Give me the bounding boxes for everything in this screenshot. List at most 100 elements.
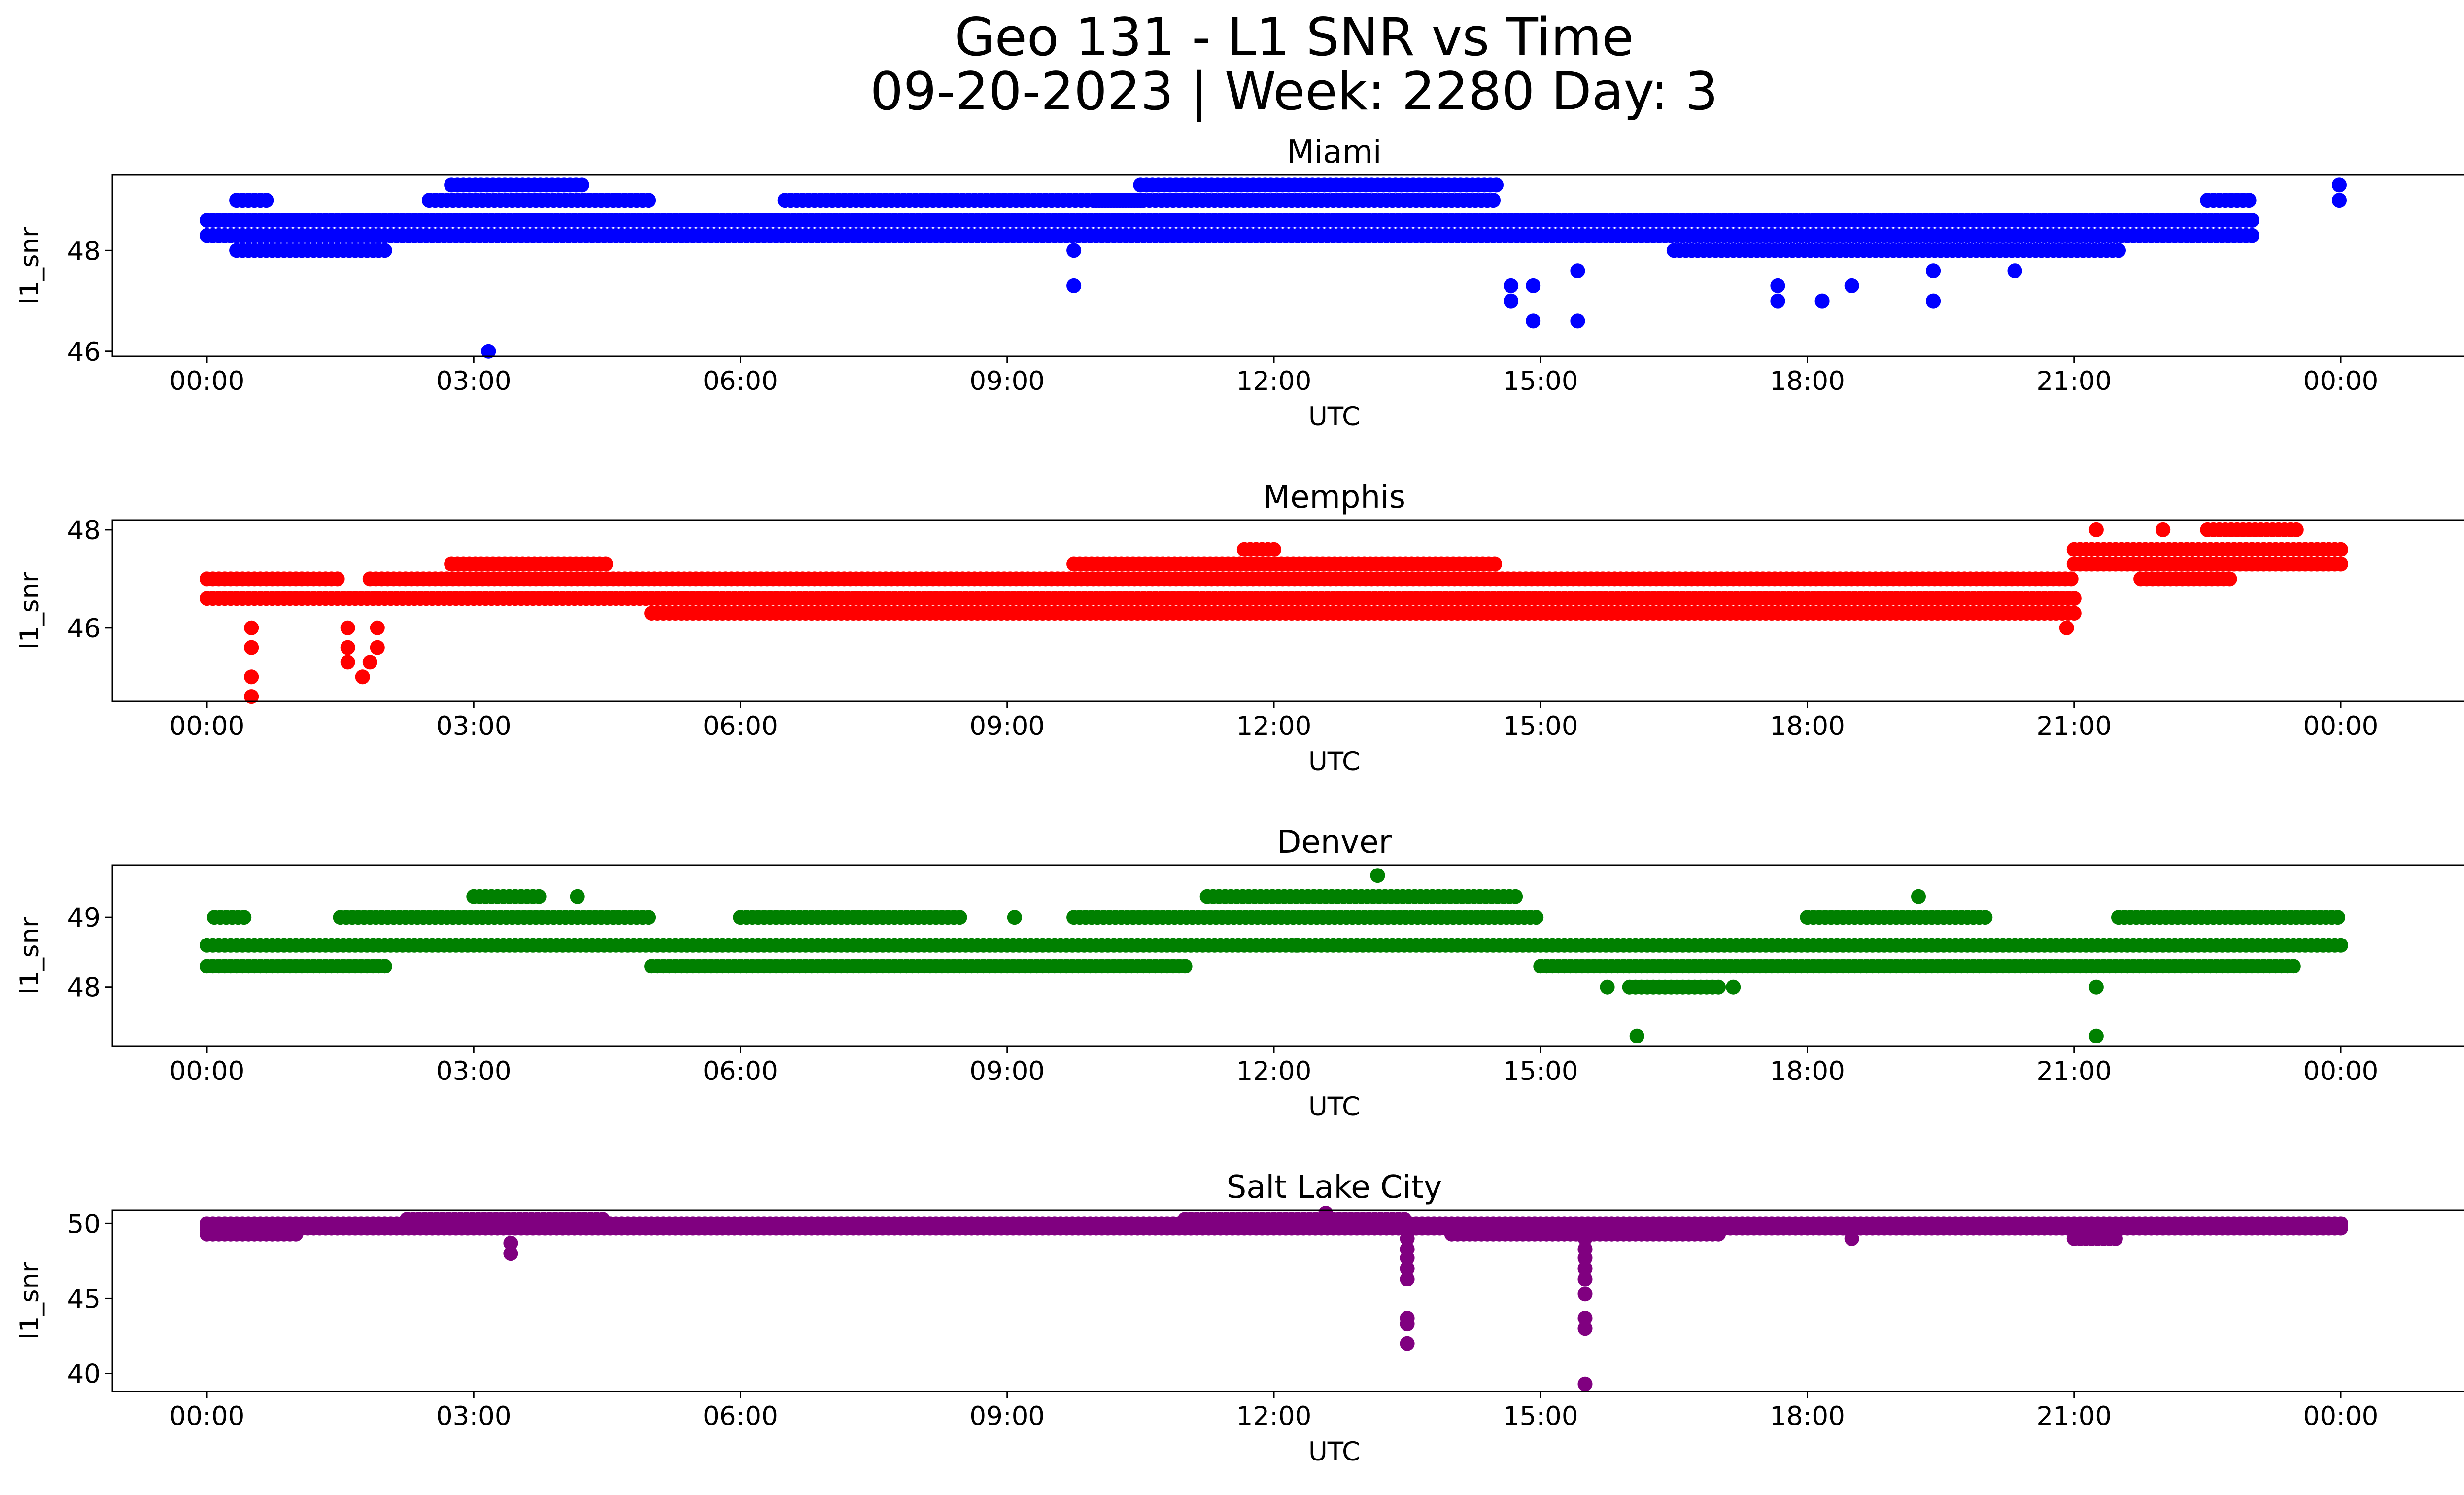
y-tick-label: 46: [68, 614, 101, 644]
x-tick-label: 18:00: [1770, 366, 1845, 396]
data-point: [1400, 1242, 1415, 1257]
data-point: [2066, 606, 2082, 621]
data-point: [1726, 979, 1741, 995]
y-axis-label: l1_snr: [15, 227, 45, 305]
subplots: Miami 00:00 03:00 06:00 09:00 12:00 15:00 18:00…: [15, 134, 2464, 1467]
x-tick-label: 09:00: [969, 1401, 1045, 1431]
x-axis-label: UTC: [1308, 1437, 1360, 1467]
data-point: [1577, 1261, 1593, 1276]
y-tick-label: 40: [68, 1359, 101, 1390]
x-tick-label: 06:00: [703, 366, 778, 396]
data-point: [2333, 556, 2348, 572]
data-point: [1577, 1231, 1593, 1246]
x-tick-label: 03:00: [436, 711, 512, 741]
x-tick-label: 00:00: [2303, 1056, 2379, 1086]
subplot-0: Miami 00:00 03:00 06:00 09:00 12:00 15:00 18:00…: [15, 134, 2464, 432]
data-point: [1504, 293, 1519, 309]
subplot-title: Miami: [1287, 134, 1381, 171]
data-point: [244, 669, 259, 685]
data-point: [340, 655, 355, 670]
data-point: [340, 640, 355, 655]
data-point: [1508, 889, 1523, 904]
x-tick-label: 18:00: [1770, 1401, 1845, 1431]
data-point: [2108, 1231, 2123, 1246]
axes-frame: [111, 864, 2464, 1047]
data-point: [1577, 1271, 1593, 1286]
y-tick-label: 45: [68, 1284, 101, 1314]
x-tick-label: 21:00: [2036, 1056, 2112, 1086]
x-tick-label: 00:00: [170, 1056, 245, 1086]
data-points: [200, 177, 2347, 359]
x-tick-label: 09:00: [969, 1056, 1045, 1086]
data-point: [481, 344, 496, 359]
data-point: [2332, 177, 2347, 193]
data-point: [355, 669, 370, 685]
x-axis-label: UTC: [1308, 402, 1360, 432]
x-tick-label: 00:00: [2303, 366, 2379, 396]
x-tick-label: 00:00: [2303, 711, 2379, 741]
y-axis-label: l1_snr: [15, 917, 45, 995]
data-point: [1400, 1271, 1415, 1286]
x-tick-label: 12:00: [1236, 1056, 1312, 1086]
data-point: [2244, 213, 2259, 228]
data-point: [1177, 959, 1193, 974]
axes-frame: [111, 519, 2464, 702]
data-point: [1711, 1226, 1726, 1242]
data-point: [598, 556, 613, 572]
data-point: [1577, 1242, 1593, 1257]
data-point: [1770, 293, 1785, 309]
data-point: [370, 640, 385, 655]
x-tick-label: 18:00: [1770, 711, 1845, 741]
data-point: [244, 620, 259, 635]
data-point: [1397, 1212, 1412, 1227]
data-point: [2222, 571, 2237, 587]
data-point: [1529, 910, 1544, 925]
data-point: [952, 910, 967, 925]
data-point: [2059, 620, 2074, 635]
data-point: [2333, 1216, 2348, 1231]
data-point: [1007, 910, 1022, 925]
data-point: [570, 889, 585, 904]
data-point: [340, 620, 355, 635]
x-tick-label: 18:00: [1770, 1056, 1845, 1086]
data-points: [200, 522, 2348, 704]
subplot-title: Denver: [1277, 824, 1392, 861]
x-axis-label: UTC: [1308, 1092, 1360, 1122]
data-points: [200, 1206, 2348, 1391]
data-point: [259, 193, 274, 208]
data-point: [531, 889, 547, 904]
data-points: [200, 868, 2348, 1043]
data-point: [362, 655, 377, 670]
data-point: [2332, 193, 2347, 208]
subplot-title: Memphis: [1263, 479, 1405, 516]
x-tick-label: 15:00: [1503, 366, 1578, 396]
data-point: [2111, 243, 2126, 258]
data-point: [1926, 263, 1941, 278]
x-tick-label: 03:00: [436, 366, 512, 396]
data-point: [574, 177, 589, 193]
data-point: [1318, 1206, 1334, 1221]
data-point: [1504, 278, 1519, 293]
subplot-title: Salt Lake City: [1227, 1169, 1442, 1206]
x-tick-label: 06:00: [703, 1401, 778, 1431]
data-point: [2333, 542, 2348, 557]
data-point: [1266, 542, 1281, 557]
x-tick-label: 15:00: [1503, 1401, 1578, 1431]
data-point: [2330, 910, 2345, 925]
data-point: [1978, 910, 1993, 925]
data-point: [1600, 979, 1615, 995]
data-point: [1844, 278, 1859, 293]
data-point: [1370, 868, 1385, 883]
data-point: [1926, 293, 1941, 309]
y-tick-label: 48: [68, 236, 101, 266]
figure-title-line1: Geo 131 - L1 SNR vs Time: [954, 7, 1634, 68]
data-point: [1526, 313, 1541, 329]
x-tick-label: 00:00: [2303, 1401, 2379, 1431]
data-point: [1844, 1231, 1859, 1246]
figure-title-line2: 09-20-2023 | Week: 2280 Day: 3: [870, 61, 1718, 122]
data-point: [1570, 313, 1585, 329]
x-tick-label: 09:00: [969, 711, 1045, 741]
x-tick-label: 12:00: [1236, 1401, 1312, 1431]
axes-frame: [111, 174, 2464, 357]
data-point: [1814, 293, 1830, 309]
